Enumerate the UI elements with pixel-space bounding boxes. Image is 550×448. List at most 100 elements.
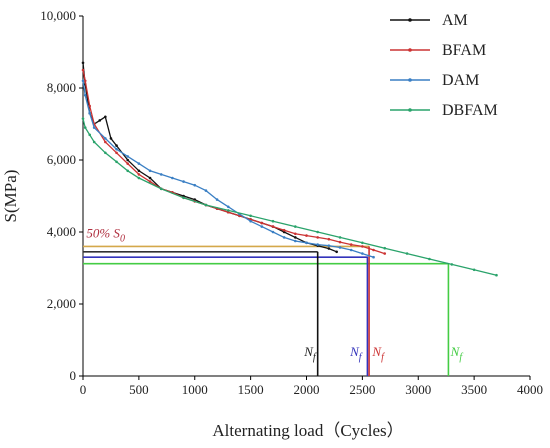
annotation-label: Nf: [303, 344, 317, 363]
data-point: [88, 104, 92, 108]
data-point: [472, 268, 476, 272]
y-tick-label: 0: [70, 368, 77, 383]
x-tick-label: 1000: [182, 382, 208, 397]
data-point: [338, 240, 342, 244]
annotation-subscript: f: [459, 352, 463, 363]
y-tick-label: 2,000: [47, 296, 76, 311]
data-point: [148, 176, 152, 180]
data-point: [204, 189, 208, 192]
data-point: [148, 180, 152, 183]
legend-label-am: AM: [442, 12, 468, 29]
annotation-main: 50% S: [86, 225, 120, 240]
data-point: [83, 93, 87, 97]
data-point: [137, 176, 141, 180]
data-point: [316, 243, 319, 246]
x-axis-title: Alternating load（Cycles）: [212, 421, 403, 440]
data-point: [193, 198, 197, 201]
reference-lines: [83, 245, 450, 376]
data-point: [115, 160, 118, 164]
y-tick-label: 10,000: [40, 8, 76, 23]
data-point: [104, 115, 107, 119]
data-point: [115, 147, 118, 151]
data-point: [88, 133, 92, 137]
data-point: [335, 250, 338, 254]
x-tick-label: 3500: [461, 382, 487, 397]
axes-group: 0 500 1000 1500 2000 2500 3000 3500 4000 0 2,000 4,…: [40, 8, 543, 397]
legend-label-bfam: BFAM: [442, 42, 486, 59]
data-point: [98, 119, 102, 122]
data-point: [88, 111, 92, 115]
data-point: [249, 214, 252, 218]
data-point: [109, 137, 113, 140]
annotation-label: 50% S0: [86, 225, 125, 244]
data-point: [349, 248, 353, 252]
data-point: [327, 244, 331, 247]
series-line-dam: [82, 80, 374, 258]
data-point: [226, 205, 230, 209]
annotation-main: N: [371, 344, 382, 359]
data-point: [282, 228, 286, 232]
data-point: [104, 151, 107, 155]
data-point: [92, 126, 96, 129]
data-point: [294, 232, 297, 236]
series-line-am: [82, 62, 337, 253]
series-line-dbfam: [82, 118, 497, 276]
data-point: [137, 169, 141, 173]
x-tick-label: 0: [80, 382, 87, 397]
data-point: [104, 137, 107, 140]
annotation-label: Nf: [349, 344, 363, 363]
data-point: [294, 239, 297, 243]
data-point: [361, 252, 364, 255]
x-tick-label: 1500: [238, 382, 264, 397]
series-line-bfam: [82, 69, 385, 255]
data-point: [260, 225, 264, 228]
data-point: [159, 173, 163, 176]
data-point: [159, 187, 163, 191]
data-point: [171, 176, 174, 180]
data-point: [495, 273, 498, 277]
annotation-main: N: [450, 344, 461, 359]
data-point: [450, 263, 454, 266]
data-point: [249, 219, 252, 223]
data-point: [372, 248, 375, 252]
data-point: [81, 61, 85, 65]
legend-label-dbfam: DBFAM: [442, 102, 498, 119]
data-point: [349, 243, 353, 246]
annotation-main: N: [349, 344, 360, 359]
data-point: [271, 230, 275, 234]
annotation-subscript: f: [381, 352, 385, 363]
annotation-subscript: f: [313, 352, 317, 363]
data-point: [361, 241, 364, 245]
x-tick-label: 2000: [294, 382, 320, 397]
series-lines: [81, 61, 498, 277]
annotation-subscript: 0: [120, 233, 125, 244]
data-point: [204, 203, 208, 207]
data-point: [361, 245, 364, 248]
data-point: [126, 155, 129, 158]
x-tick-label: 2500: [349, 382, 375, 397]
data-point: [327, 247, 331, 250]
data-point: [126, 162, 129, 165]
data-point: [271, 219, 275, 223]
y-tick-label: 4,000: [47, 224, 76, 239]
data-point: [137, 173, 141, 176]
data-point: [383, 252, 387, 255]
data-point: [182, 194, 185, 198]
data-point: [137, 162, 141, 165]
x-tick-label: 4000: [517, 382, 543, 397]
data-point: [83, 79, 87, 83]
data-point: [282, 230, 286, 234]
data-point: [327, 237, 331, 241]
data-point: [182, 180, 185, 183]
data-point: [338, 236, 342, 239]
annotation-label: Nf: [450, 344, 464, 363]
data-point: [294, 236, 297, 239]
data-point: [316, 230, 319, 234]
data-point: [405, 252, 409, 255]
data-point: [92, 140, 96, 144]
legend-marker: [408, 108, 412, 112]
data-point: [81, 117, 85, 120]
legend: AM BFAM DAM DBFAM: [390, 12, 498, 119]
